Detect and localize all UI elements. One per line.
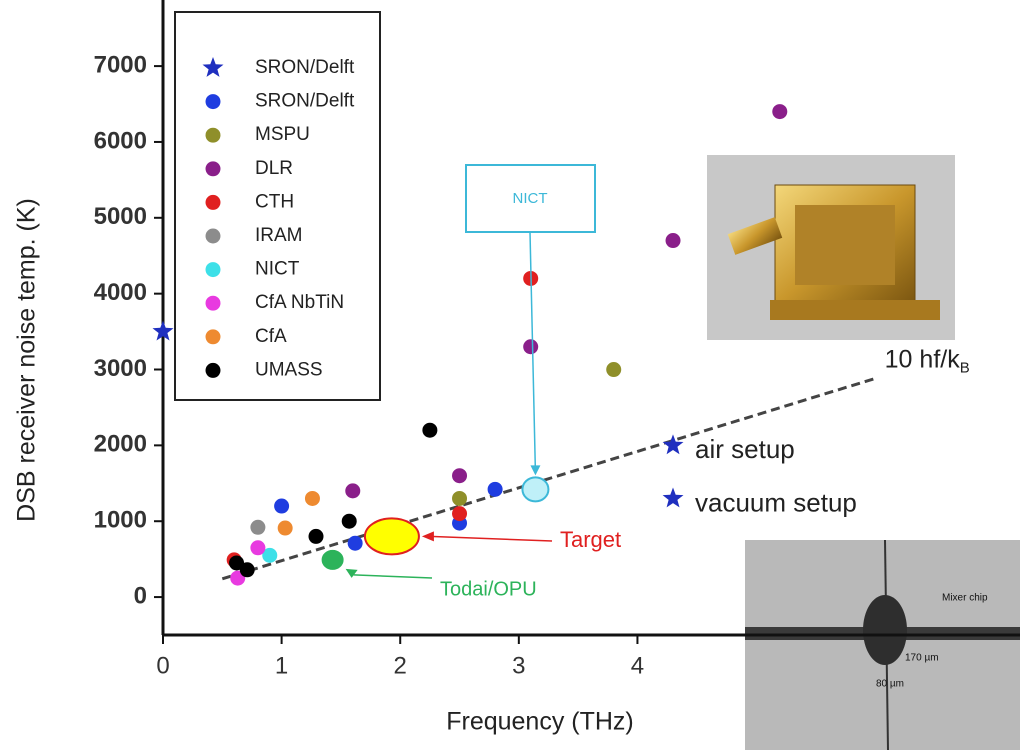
- reference-line-label: 10 hf/kB: [885, 345, 970, 376]
- point: [487, 481, 503, 497]
- point: [452, 506, 468, 522]
- callout-label: NICT: [513, 190, 548, 207]
- highlight-marker: [321, 549, 344, 570]
- point: [205, 362, 221, 378]
- point: [345, 483, 361, 499]
- arrow-head: [345, 568, 358, 578]
- y-tick-label: 5000: [94, 203, 147, 230]
- legend-label: CfA NbTiN: [255, 292, 344, 313]
- y-tick-label: 6000: [94, 127, 147, 154]
- x-tick-label: 0: [156, 652, 169, 679]
- point: [250, 540, 266, 556]
- y-tick-label: 1000: [94, 507, 147, 534]
- y-tick-label: 3000: [94, 355, 147, 382]
- point: [308, 528, 324, 544]
- star-marker: [662, 434, 684, 455]
- legend: SRON/Delft SRON/Delft MSPU DLR CTH IRAM NICT Cf…: [174, 11, 381, 401]
- y-tick-label: 4000: [94, 279, 147, 306]
- legend-label: CfA: [255, 326, 287, 347]
- callout-arrow: [353, 574, 433, 579]
- point: [422, 422, 438, 438]
- point: [250, 519, 266, 535]
- annotation: air setup: [695, 434, 795, 464]
- point: [239, 562, 255, 578]
- point: [452, 468, 468, 484]
- x-tick-label: 1: [275, 652, 288, 679]
- point: [205, 161, 221, 177]
- point: [205, 94, 221, 110]
- arrow-head: [421, 531, 434, 542]
- legend-label: DLR: [255, 158, 293, 179]
- axis-title: Frequency (THz): [446, 708, 634, 736]
- reference-line: [221, 377, 876, 581]
- micrograph: [745, 539, 1020, 750]
- point: [205, 295, 221, 311]
- legend-label: UMASS: [255, 359, 323, 380]
- label-text: 10 hf/k: [885, 345, 961, 373]
- star-marker: [662, 487, 684, 508]
- star-marker: [202, 57, 224, 77]
- highlight-marker: [363, 517, 420, 556]
- point: [452, 490, 468, 506]
- legend-label: SRON/Delft: [255, 91, 355, 112]
- inset-label: Mixer chip: [942, 593, 988, 604]
- point: [665, 233, 681, 249]
- label-subscript: B: [960, 360, 970, 377]
- callout-arrow: [429, 535, 553, 542]
- callout-label: Todai/OPU: [440, 578, 537, 600]
- x-tick-label: 2: [394, 652, 407, 679]
- point: [277, 520, 293, 536]
- point: [304, 490, 320, 506]
- point: [262, 547, 278, 563]
- point: [205, 262, 221, 278]
- y-tick-label: 2000: [94, 431, 147, 458]
- legend-label: MSPU: [255, 124, 310, 145]
- legend-label: NICT: [255, 259, 300, 280]
- point: [205, 127, 221, 143]
- inset-label: 80 µm: [876, 679, 904, 690]
- legend-label: IRAM: [255, 225, 303, 246]
- point: [523, 339, 539, 355]
- point: [341, 513, 357, 529]
- callout-label: Target: [560, 527, 621, 552]
- inset-label: 170 µm: [905, 653, 939, 664]
- point: [205, 194, 221, 210]
- legend-label: CTH: [255, 191, 294, 212]
- point: [772, 104, 788, 120]
- legend-label: SRON/Delft: [255, 57, 355, 78]
- arrow-head: [530, 465, 541, 476]
- y-tick-label: 0: [134, 582, 147, 609]
- highlight-marker: [521, 476, 550, 503]
- callout-arrow: [529, 231, 537, 474]
- point: [274, 498, 290, 514]
- point: [229, 555, 245, 571]
- annotation: vacuum setup: [695, 487, 857, 517]
- axis-title: DSB receiver noise temp. (K): [13, 198, 41, 522]
- y-tick-label: 7000: [94, 51, 147, 78]
- point: [205, 228, 221, 244]
- point: [606, 362, 622, 378]
- device-photo: [707, 155, 955, 340]
- point: [347, 535, 363, 551]
- x-tick-label: 4: [631, 652, 644, 679]
- x-tick-label: 3: [512, 652, 525, 679]
- star-marker: [152, 320, 174, 341]
- point: [205, 329, 221, 345]
